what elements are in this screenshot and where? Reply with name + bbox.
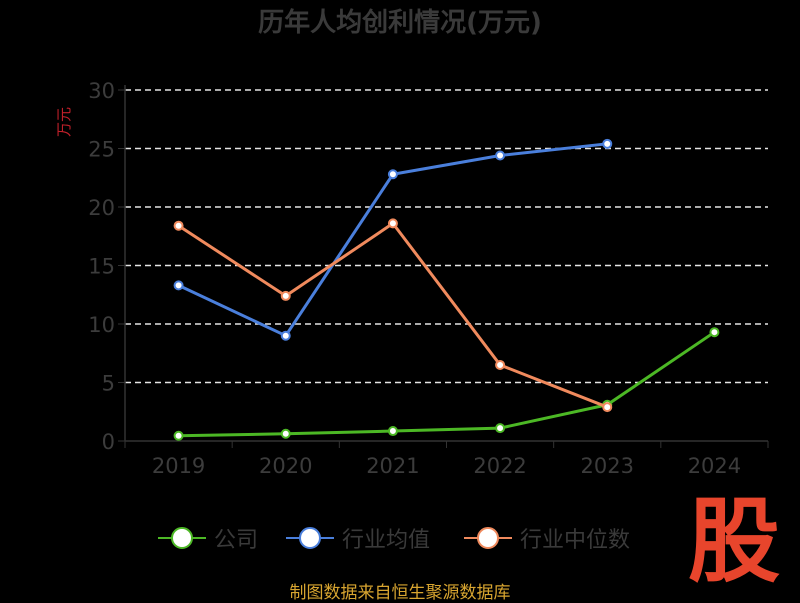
data-point[interactable] bbox=[602, 138, 613, 149]
data-point[interactable] bbox=[387, 426, 398, 437]
series-lines bbox=[173, 138, 720, 441]
chart-title: 历年人均创利情况(万元) bbox=[258, 8, 542, 38]
data-source-note: 制图数据来自恒生聚源数据库 bbox=[289, 583, 511, 603]
x-tick-label: 2023 bbox=[581, 454, 634, 478]
legend-marker-icon bbox=[158, 520, 206, 556]
y-tick-label: 0 bbox=[102, 430, 115, 454]
y-axis-label: 万元 bbox=[55, 107, 73, 137]
data-point[interactable] bbox=[173, 220, 184, 231]
y-tick-label: 20 bbox=[88, 196, 115, 220]
data-point[interactable] bbox=[387, 218, 398, 229]
x-tick-label: 2021 bbox=[366, 454, 419, 478]
x-tick-label: 2024 bbox=[688, 454, 741, 478]
data-point[interactable] bbox=[602, 402, 613, 413]
data-point[interactable] bbox=[173, 280, 184, 291]
legend-item[interactable]: 行业中位数 bbox=[464, 520, 630, 556]
legend-item[interactable]: 公司 bbox=[158, 520, 258, 556]
data-point[interactable] bbox=[173, 430, 184, 441]
data-point[interactable] bbox=[495, 423, 506, 434]
y-tick-label: 5 bbox=[102, 372, 115, 396]
y-tick-label: 15 bbox=[88, 255, 115, 279]
legend: 公司 行业均值 行业中位数 bbox=[0, 520, 800, 556]
axes: 0 5 10 15 20 25 30 2019 2020 2021 2022 2023 2024 bbox=[88, 79, 769, 478]
data-point[interactable] bbox=[280, 290, 291, 301]
legend-marker-icon bbox=[464, 520, 512, 556]
legend-label: 行业中位数 bbox=[520, 528, 631, 553]
data-point[interactable] bbox=[709, 327, 720, 338]
data-point[interactable] bbox=[280, 330, 291, 341]
x-tick-label: 2022 bbox=[473, 454, 526, 478]
data-point[interactable] bbox=[387, 169, 398, 180]
series-line-0 bbox=[178, 330, 716, 438]
data-point[interactable] bbox=[495, 359, 506, 370]
legend-marker-icon bbox=[286, 520, 334, 556]
legend-item[interactable]: 行业均值 bbox=[286, 520, 430, 556]
legend-label: 行业均值 bbox=[342, 528, 431, 553]
data-point[interactable] bbox=[280, 428, 291, 439]
brand-logo: 股 bbox=[688, 488, 781, 595]
x-tick-label: 2020 bbox=[259, 454, 312, 478]
y-tick-label: 10 bbox=[88, 313, 115, 337]
legend-label: 公司 bbox=[214, 528, 259, 553]
x-tick-label: 2019 bbox=[152, 454, 205, 478]
gridlines bbox=[125, 89, 768, 384]
data-point[interactable] bbox=[495, 150, 506, 161]
y-tick-label: 25 bbox=[88, 138, 115, 162]
y-tick-label: 30 bbox=[88, 79, 115, 103]
